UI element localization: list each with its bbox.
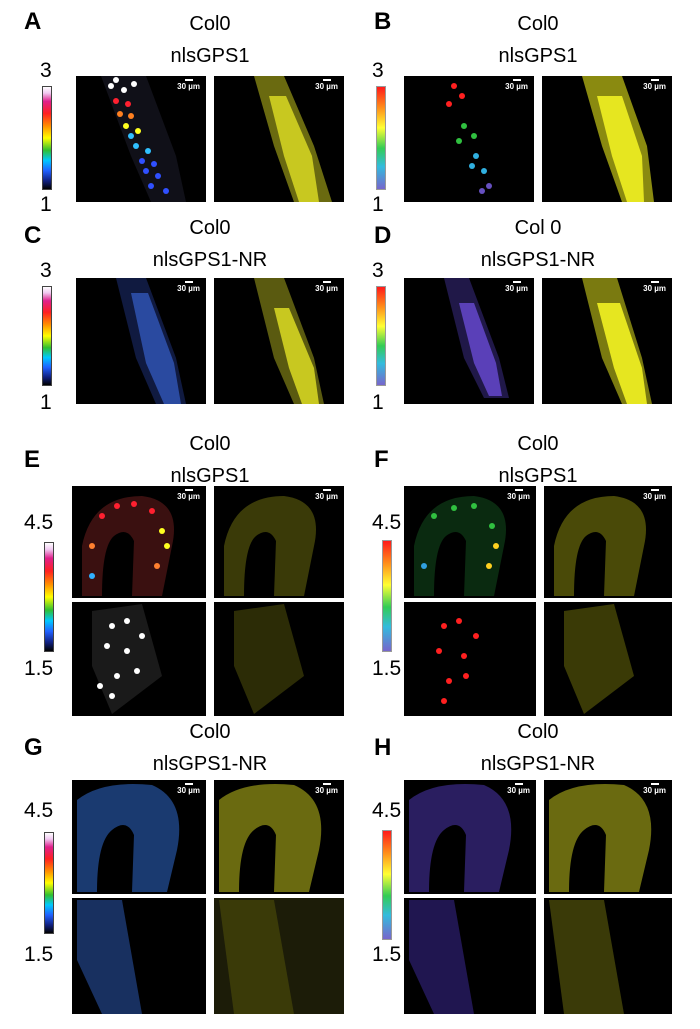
hook-ratio-render-g — [72, 784, 206, 1014]
panel-h-scalebar: 30 µm — [507, 783, 530, 795]
panel-e-scale-min: 1.5 — [24, 657, 54, 680]
panel-f-colorbar — [382, 540, 392, 652]
root-yellow-render-b — [582, 76, 654, 202]
root-yellow-render — [254, 76, 332, 202]
panel-d-scale-min: 1 — [372, 391, 384, 414]
panel-d-fluorescence-image: 30 µm — [542, 278, 672, 404]
panel-label-g: G — [24, 734, 43, 761]
panel-d-scale-max: 3 — [372, 259, 384, 282]
panel-g-scale-min: 1.5 — [24, 943, 54, 966]
panel-g-scale-max: 4.5 — [24, 799, 54, 822]
panel-a-scalebar-2: 30 µm — [315, 79, 338, 91]
panel-c-scalebar-2: 30 µm — [315, 281, 338, 293]
panel-a-colorbar — [42, 86, 52, 190]
hook-yellow-render-f — [544, 496, 672, 714]
panel-g-scalebar-2: 30 µm — [315, 783, 338, 795]
panel-label-d: D — [374, 222, 392, 249]
panel-f-scalebar: 30 µm — [507, 489, 530, 501]
panel-c-ratio-image: 30 µm — [76, 278, 206, 404]
panel-g-scalebar: 30 µm — [177, 783, 200, 795]
panel-b-scalebar-2: 30 µm — [643, 79, 666, 91]
panel-b-scale-min: 1 — [372, 193, 384, 216]
panel-h-scale-min: 1.5 — [372, 943, 402, 966]
panel-b-title-line2: nlsGPS1 — [498, 45, 578, 67]
root-yellow-render-d — [582, 278, 652, 404]
panel-e-colorbar — [44, 542, 54, 652]
panel-c-scale-min: 1 — [40, 391, 52, 414]
panel-b-ratio-image: 30 µm — [404, 76, 534, 202]
panel-f-scale-min: 1.5 — [372, 657, 402, 680]
panel-label-c: C — [24, 222, 42, 249]
panel-b-scalebar: 30 µm — [505, 79, 528, 91]
panel-a-scale-max: 3 — [40, 59, 52, 82]
panel-c-scalebar: 30 µm — [177, 281, 200, 293]
panel-g-fluorescence-image: 30 µm — [214, 780, 344, 1014]
panel-h-title-line1: Col0 — [517, 721, 559, 743]
panel-d-scalebar-2: 30 µm — [643, 281, 666, 293]
panel-g-ratio-image: 30 µm — [72, 780, 206, 1014]
panel-f-scale-max: 4.5 — [372, 511, 402, 534]
panel-label-f: F — [374, 446, 389, 473]
panel-f-scalebar-2: 30 µm — [643, 489, 666, 501]
root-ratio-render-b — [446, 83, 492, 194]
hook-yellow-render-e — [214, 496, 344, 714]
panel-f-fluorescence-image: 30 µm — [544, 486, 672, 716]
panel-c-colorbar — [42, 286, 52, 386]
panel-h-title-line2: nlsGPS1-NR — [480, 753, 596, 775]
panel-d-title-line2: nlsGPS1-NR — [480, 249, 596, 271]
panel-h-scale-max: 4.5 — [372, 799, 402, 822]
panel-d-title-line1: Col 0 — [514, 217, 562, 239]
panel-c-scale-max: 3 — [40, 259, 52, 282]
panel-e-ratio-image: 30 µm — [72, 486, 206, 716]
root-yellow-render-c — [254, 278, 324, 404]
root-ratio-render — [101, 76, 186, 202]
hook-yellow-render-g — [214, 784, 344, 1014]
panel-c-title-line2: nlsGPS1-NR — [152, 249, 268, 271]
panel-b-title-line1: Col0 — [517, 13, 559, 35]
panel-f-ratio-image: 30 µm — [404, 486, 536, 716]
panel-label-a: A — [24, 8, 42, 35]
root-ratio-render-c — [116, 278, 186, 404]
panel-h-fluorescence-image: 30 µm — [544, 780, 672, 1014]
panel-d-scalebar: 30 µm — [505, 281, 528, 293]
panel-h-scalebar-2: 30 µm — [643, 783, 666, 795]
panel-h-ratio-image: 30 µm — [404, 780, 536, 1014]
hook-ratio-render-f — [404, 496, 536, 704]
panel-a-fluorescence-image: 30 µm — [214, 76, 344, 202]
panel-h-colorbar — [382, 830, 392, 940]
panel-g-title-line1: Col0 — [189, 721, 231, 743]
panel-label-e: E — [24, 446, 41, 473]
panel-g-colorbar — [44, 832, 54, 934]
panel-g-title-line2: nlsGPS1-NR — [152, 753, 268, 775]
panel-c-fluorescence-image: 30 µm — [214, 278, 344, 404]
panel-b-fluorescence-image: 30 µm — [542, 76, 672, 202]
panel-b-scale-max: 3 — [372, 59, 384, 82]
root-ratio-render-d — [444, 278, 509, 398]
panel-e-scalebar: 30 µm — [177, 489, 200, 501]
panel-label-b: B — [374, 8, 392, 35]
panel-a-scalebar: 30 µm — [177, 79, 200, 91]
panel-e-scalebar-2: 30 µm — [315, 489, 338, 501]
panel-d-colorbar — [376, 286, 386, 386]
panel-e-scale-max: 4.5 — [24, 511, 54, 534]
panel-f-title-line2: nlsGPS1 — [498, 465, 578, 487]
panel-b-colorbar — [376, 86, 386, 190]
panel-a-title-line1: Col0 — [189, 13, 231, 35]
panel-e-fluorescence-image: 30 µm — [214, 486, 344, 716]
hook-ratio-render-h — [404, 784, 536, 1014]
hook-yellow-render-h — [544, 784, 672, 1014]
panel-a-scale-min: 1 — [40, 193, 52, 216]
panel-c-title-line1: Col0 — [189, 217, 231, 239]
panel-label-h: H — [374, 734, 392, 761]
panel-a-title-line2: nlsGPS1 — [170, 45, 250, 67]
panel-f-title-line1: Col0 — [517, 433, 559, 455]
hook-ratio-render-e — [72, 496, 206, 714]
panel-d-ratio-image: 30 µm — [404, 278, 534, 404]
panel-e-title-line1: Col0 — [189, 433, 231, 455]
panel-e-title-line2: nlsGPS1 — [170, 465, 250, 487]
panel-a-ratio-image: 30 µm — [76, 76, 206, 202]
